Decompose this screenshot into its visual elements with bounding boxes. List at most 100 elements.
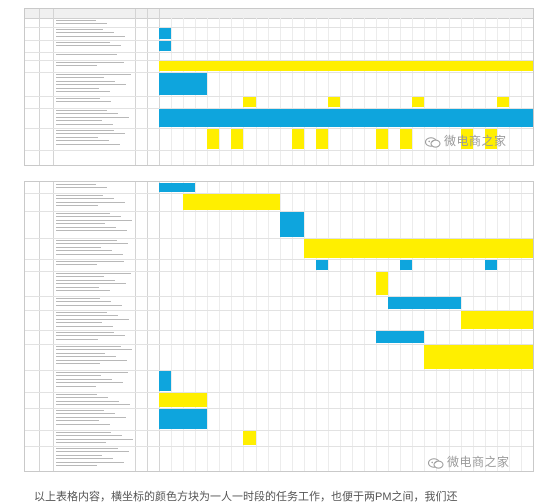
gantt-task-bar — [484, 260, 497, 270]
task-text-stroke — [56, 187, 107, 189]
gantt-task-bar — [327, 97, 340, 107]
watermark: 微电商之家 — [428, 453, 510, 470]
task-text-stroke — [56, 404, 130, 406]
task-text-stroke — [56, 120, 102, 122]
grid-column-line — [388, 18, 390, 165]
table-row-line — [25, 392, 533, 393]
table-row-line — [25, 330, 533, 331]
task-text-stroke — [56, 195, 103, 196]
task-text-stroke — [56, 322, 102, 324]
grid-column-line — [219, 182, 221, 471]
wechat-chat-bubbles-icon — [428, 456, 444, 469]
task-text-stroke — [56, 442, 106, 444]
gantt-task-bar — [159, 28, 172, 39]
task-text-stroke — [56, 240, 117, 241]
gantt-task-bar — [159, 41, 172, 51]
column-phase — [25, 9, 40, 165]
task-text-stroke — [56, 454, 102, 456]
grid-column-line — [388, 182, 390, 471]
grid-column-line — [183, 182, 185, 471]
column-output — [135, 9, 148, 165]
table-row-line — [25, 259, 533, 260]
grid-column-line — [303, 182, 305, 471]
gantt-task-bar — [159, 61, 533, 71]
grid-column-line — [339, 182, 341, 471]
task-text-stroke — [56, 325, 113, 327]
task-text-stroke — [56, 35, 125, 37]
task-text-stroke — [56, 461, 124, 463]
gantt-task-bar — [315, 260, 328, 270]
grid-column-line — [448, 18, 450, 165]
column-module — [39, 182, 54, 471]
task-text-stroke — [56, 216, 121, 218]
grid-column-line — [255, 18, 257, 165]
article-caption: 以上表格内容，横坐标的颜色方块为一人一时段的任务工作，也便于两PM之间，我们还 — [34, 491, 458, 503]
task-text-stroke — [56, 205, 98, 207]
gantt-task-bar — [183, 194, 280, 210]
grid-column-line — [472, 18, 474, 165]
task-text-stroke — [56, 349, 132, 351]
task-text-stroke — [56, 29, 103, 30]
grid-column-line — [364, 182, 366, 471]
task-text-stroke — [56, 130, 114, 131]
table-row-line — [25, 40, 533, 41]
gantt-task-bar — [315, 129, 328, 149]
schedule-table-bottom: 微电商之家 — [24, 181, 534, 472]
grid-column-line — [267, 18, 269, 165]
grid-column-line — [448, 182, 450, 471]
task-text-stroke — [56, 318, 129, 320]
task-text-stroke — [56, 140, 109, 142]
task-text-stroke — [56, 246, 101, 248]
task-text-stroke — [56, 378, 112, 380]
task-text-stroke — [56, 301, 111, 303]
gantt-task-bar — [159, 393, 208, 407]
task-text-stroke — [56, 283, 126, 285]
task-text-stroke — [56, 136, 98, 138]
task-text-stroke — [56, 298, 100, 299]
task-text-stroke — [56, 113, 118, 115]
table-row-line — [25, 150, 533, 151]
task-text-stroke — [56, 23, 107, 25]
task-text-stroke — [56, 250, 112, 252]
column-module — [39, 9, 54, 165]
task-text-stroke — [56, 410, 104, 411]
task-text-stroke — [56, 359, 127, 361]
task-text-stroke — [56, 458, 113, 460]
grid-column-line — [484, 18, 486, 165]
task-text-stroke — [56, 77, 104, 79]
task-text-stroke — [56, 87, 99, 89]
task-text-stroke — [56, 372, 128, 373]
task-text-stroke — [56, 335, 125, 337]
task-text-stroke — [56, 394, 97, 395]
table-row-line — [25, 271, 533, 272]
grid-column-line — [436, 182, 438, 471]
watermark-text: 微电商之家 — [447, 455, 510, 469]
grid-column-line — [436, 18, 438, 165]
grid-column-line — [231, 18, 233, 165]
task-text-stroke — [56, 116, 129, 118]
task-text-stroke — [56, 230, 127, 231]
column-owner — [147, 182, 160, 471]
task-text-stroke — [56, 363, 100, 364]
task-text-stroke — [56, 290, 110, 291]
task-text-stroke — [56, 385, 96, 387]
task-text-stroke — [56, 201, 125, 203]
task-text-stroke — [56, 413, 115, 415]
gantt-task-bar — [400, 260, 413, 270]
grid-column-line — [352, 18, 354, 165]
task-text-stroke — [56, 279, 115, 281]
table-row-line — [25, 72, 533, 73]
task-text-stroke — [56, 91, 110, 92]
task-text-stroke — [56, 261, 124, 262]
table-row-line — [25, 408, 533, 409]
grid-column-line — [412, 18, 414, 165]
table-row-line — [25, 193, 533, 194]
grid-column-line — [279, 18, 281, 165]
table-row-line — [25, 430, 533, 431]
task-text-stroke — [56, 397, 108, 399]
task-text-stroke — [56, 98, 100, 99]
task-text-stroke — [56, 465, 97, 466]
table-row-line — [25, 128, 533, 129]
task-text-stroke — [56, 451, 129, 453]
table-header — [25, 9, 533, 19]
